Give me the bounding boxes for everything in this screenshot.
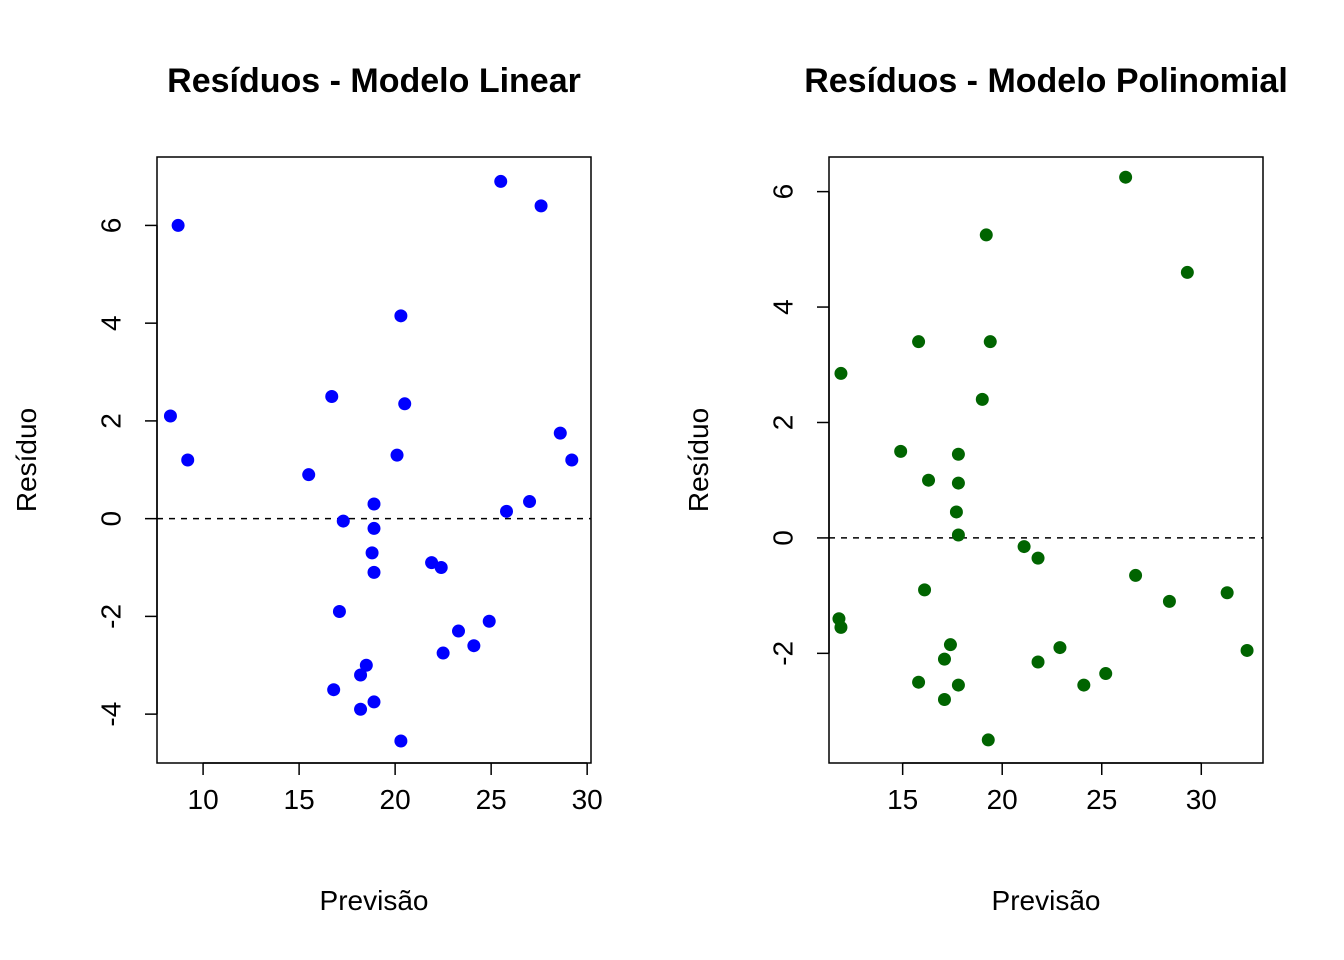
data-point: [1053, 641, 1067, 655]
data-point: [354, 668, 368, 682]
x-tick-label: 20: [380, 784, 411, 815]
y-tick-label: 0: [96, 511, 127, 527]
x-tick-label: 10: [188, 784, 219, 815]
data-point: [367, 497, 381, 511]
data-point: [434, 561, 448, 575]
data-point: [171, 218, 185, 232]
data-point: [367, 565, 381, 579]
data-point: [354, 702, 368, 716]
data-point: [367, 695, 381, 709]
x-axis: 15 20 25 30: [887, 762, 1217, 815]
y-tick-label: 6: [768, 184, 799, 200]
y-tick-label: 4: [96, 315, 127, 331]
data-point: [332, 605, 346, 618]
data-point: [983, 335, 997, 349]
data-point: [943, 638, 957, 652]
data-point: [500, 504, 514, 518]
data-point: [918, 583, 932, 597]
data-point: [325, 389, 339, 403]
data-point: [398, 397, 412, 411]
data-point: [425, 556, 439, 570]
data-point: [951, 678, 965, 692]
data-point: [1180, 265, 1194, 279]
data-point: [894, 444, 908, 458]
data-point: [1031, 655, 1045, 669]
data-point: [1119, 170, 1133, 184]
y-tick-label: -4: [96, 702, 127, 727]
x-tick-label: 20: [987, 784, 1018, 815]
x-tick-label: 15: [284, 784, 315, 815]
data-point: [1129, 568, 1143, 582]
data-point: [163, 409, 177, 423]
data-point: [451, 624, 465, 638]
data-point: [1031, 551, 1045, 565]
data-point: [523, 495, 537, 509]
x-axis-label: Previsão: [320, 885, 429, 916]
data-point: [534, 199, 548, 213]
y-tick-label: 2: [96, 413, 127, 429]
data-point: [390, 448, 404, 462]
data-point: [834, 620, 848, 634]
data-point: [467, 639, 481, 653]
y-axis-label: Resíduo: [11, 408, 42, 512]
data-point: [834, 366, 848, 380]
y-tick-label: -2: [768, 641, 799, 666]
data-point: [482, 614, 496, 628]
data-point: [979, 228, 993, 242]
data-point: [553, 426, 567, 440]
data-point: [494, 174, 508, 188]
y-tick-label: 2: [768, 415, 799, 431]
data-point: [336, 514, 350, 528]
data-point: [365, 546, 379, 560]
data-point: [302, 468, 316, 482]
data-point: [436, 646, 450, 660]
y-tick-label: 6: [96, 218, 127, 234]
data-point: [912, 675, 926, 689]
x-tick-label: 25: [476, 784, 507, 815]
data-point: [951, 528, 965, 542]
linear-model-panel: Resíduos - Modelo Linear Previsão Resídu…: [11, 62, 603, 916]
data-point: [912, 335, 926, 349]
data-point: [981, 733, 995, 747]
point-series: [832, 170, 1254, 747]
data-point: [1099, 667, 1113, 681]
chart-title: Resíduos - Modelo Linear: [167, 62, 581, 100]
data-point: [1240, 643, 1254, 657]
x-tick-label: 30: [1186, 784, 1217, 815]
data-point: [359, 658, 373, 672]
x-tick-label: 30: [572, 784, 603, 815]
point-series: [163, 174, 579, 748]
data-point: [1077, 678, 1091, 692]
x-tick-label: 15: [887, 784, 918, 815]
data-point: [367, 521, 381, 535]
data-point: [937, 652, 951, 666]
data-point: [394, 734, 408, 748]
polynomial-model-panel: Resíduos - Modelo Polinomial Previsão Re…: [683, 62, 1288, 916]
y-axis: -4 -2 0 2 4 6: [96, 218, 158, 727]
chart-title: Resíduos - Modelo Polinomial: [804, 62, 1288, 100]
data-point: [949, 505, 963, 519]
data-point: [922, 473, 936, 487]
data-point: [327, 683, 341, 697]
data-point: [181, 453, 195, 467]
y-tick-label: 0: [768, 530, 799, 546]
data-point: [951, 476, 965, 490]
y-tick-label: -2: [96, 604, 127, 629]
data-point: [1162, 594, 1176, 608]
data-point: [951, 447, 965, 461]
y-axis: -2 0 2 4 6: [768, 184, 830, 666]
data-point: [1017, 540, 1031, 554]
data-point: [394, 309, 408, 323]
y-tick-label: 4: [768, 299, 799, 315]
x-tick-label: 25: [1086, 784, 1117, 815]
data-point: [975, 392, 989, 406]
data-point: [1220, 586, 1234, 600]
x-axis-label: Previsão: [992, 885, 1101, 916]
x-axis: 10 15 20 25 30: [188, 762, 603, 815]
data-point: [937, 693, 951, 707]
y-axis-label: Resíduo: [683, 408, 714, 512]
data-point: [565, 453, 579, 467]
